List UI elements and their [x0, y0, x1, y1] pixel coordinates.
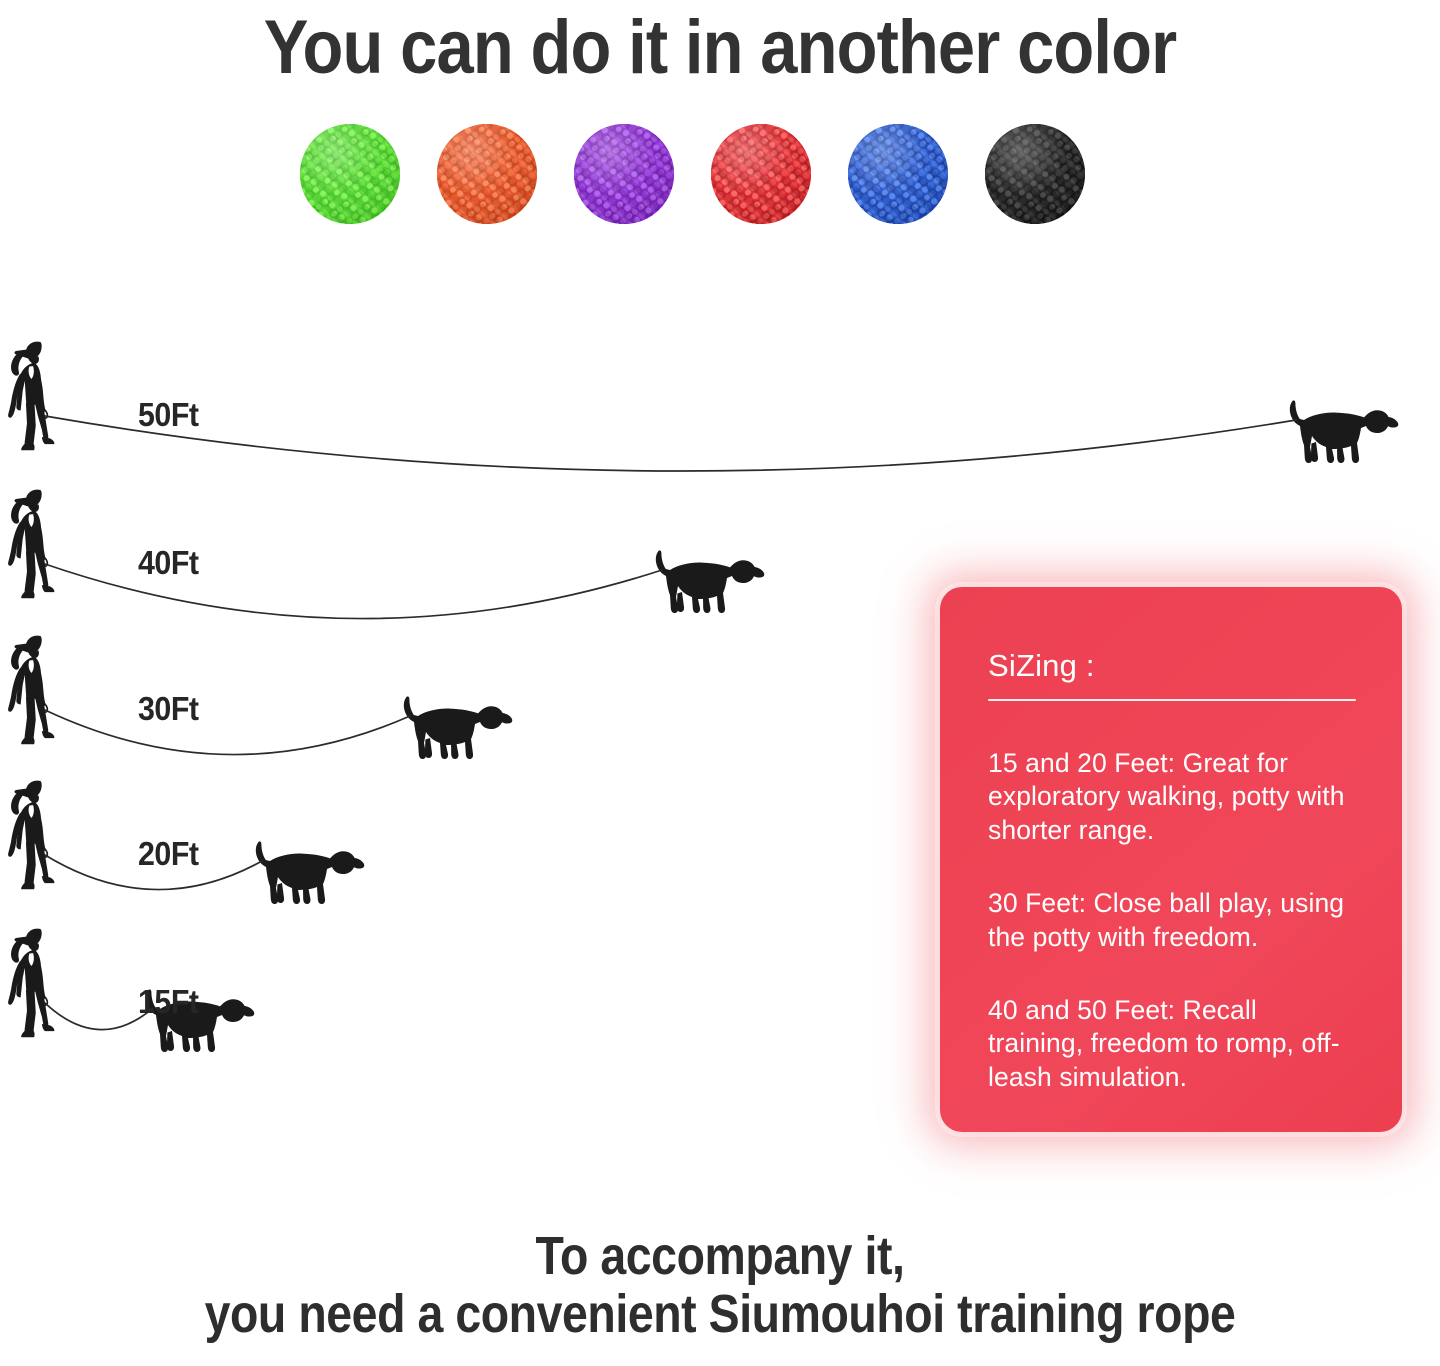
footer-caption: To accompany it, you need a convenient S… [0, 1226, 1440, 1344]
leash-line-30ft [44, 709, 411, 756]
leash-handle-loop [38, 701, 49, 714]
rope-weave-texture [985, 124, 1085, 224]
length-label-20ft: 20Ft [138, 835, 199, 872]
rope-weave-texture [437, 124, 537, 224]
sizing-card-divider [988, 699, 1356, 702]
length-label-40ft: 40Ft [138, 544, 199, 581]
person-silhouette [8, 489, 55, 599]
dog-silhouette [1289, 400, 1399, 463]
leash-handle-loop [38, 555, 49, 568]
dog-silhouette [145, 989, 255, 1052]
leash-line-40ft [44, 563, 663, 620]
sizing-card-body: 15 and 20 Feet: Great for exploratory wa… [988, 747, 1356, 1094]
footer-line-1: To accompany it, [535, 1226, 905, 1286]
leash-line-20ft [44, 854, 263, 891]
rope-weave-texture [711, 124, 811, 224]
leash-handle-loop [38, 407, 49, 420]
person-silhouette [8, 928, 55, 1038]
color-swatch-strip [300, 124, 1085, 224]
page-title: You can do it in another color [263, 5, 1177, 90]
length-label-15ft: 15Ft [138, 983, 199, 1020]
rope-weave-texture [574, 124, 674, 224]
length-label-30ft: 30Ft [138, 690, 199, 727]
person-silhouette [8, 341, 55, 451]
sizing-paragraph-2: 30 Feet: Close ball play, using the pott… [988, 888, 1345, 952]
dog-silhouette [655, 550, 765, 613]
sizing-info-card: SiZing : 15 and 20 Feet: Great for explo… [940, 587, 1402, 1132]
person-silhouette [8, 635, 55, 745]
color-swatch-green[interactable] [300, 124, 400, 224]
sizing-paragraph-3: 40 and 50 Feet: Recall training, freedom… [988, 994, 1340, 1092]
color-swatch-black[interactable] [985, 124, 1085, 224]
leash-length-diagram: 50Ft 40Ft 30Ft 20Ft 15Ft [0, 320, 1440, 1140]
rope-weave-texture [848, 124, 948, 224]
leash-handle-loop [38, 846, 49, 859]
person-silhouette [8, 780, 55, 890]
sizing-paragraph-1: 15 and 20 Feet: Great for exploratory wa… [988, 748, 1345, 845]
leash-line-15ft [44, 1002, 153, 1031]
color-swatch-purple[interactable] [574, 124, 674, 224]
leash-diagram-canvas [8, 341, 1399, 1052]
length-label-50ft: 50Ft [138, 396, 199, 433]
footer-line-2: you need a convenient Siumouhoi training… [204, 1283, 1236, 1344]
dog-silhouette [403, 696, 513, 759]
rope-weave-texture [300, 124, 400, 224]
color-swatch-red[interactable] [711, 124, 811, 224]
color-swatch-orange[interactable] [437, 124, 537, 224]
sizing-card-title: SiZing : [988, 648, 1095, 683]
color-swatch-blue[interactable] [848, 124, 948, 224]
leash-line-50ft [44, 415, 1297, 472]
dog-silhouette [255, 841, 365, 904]
